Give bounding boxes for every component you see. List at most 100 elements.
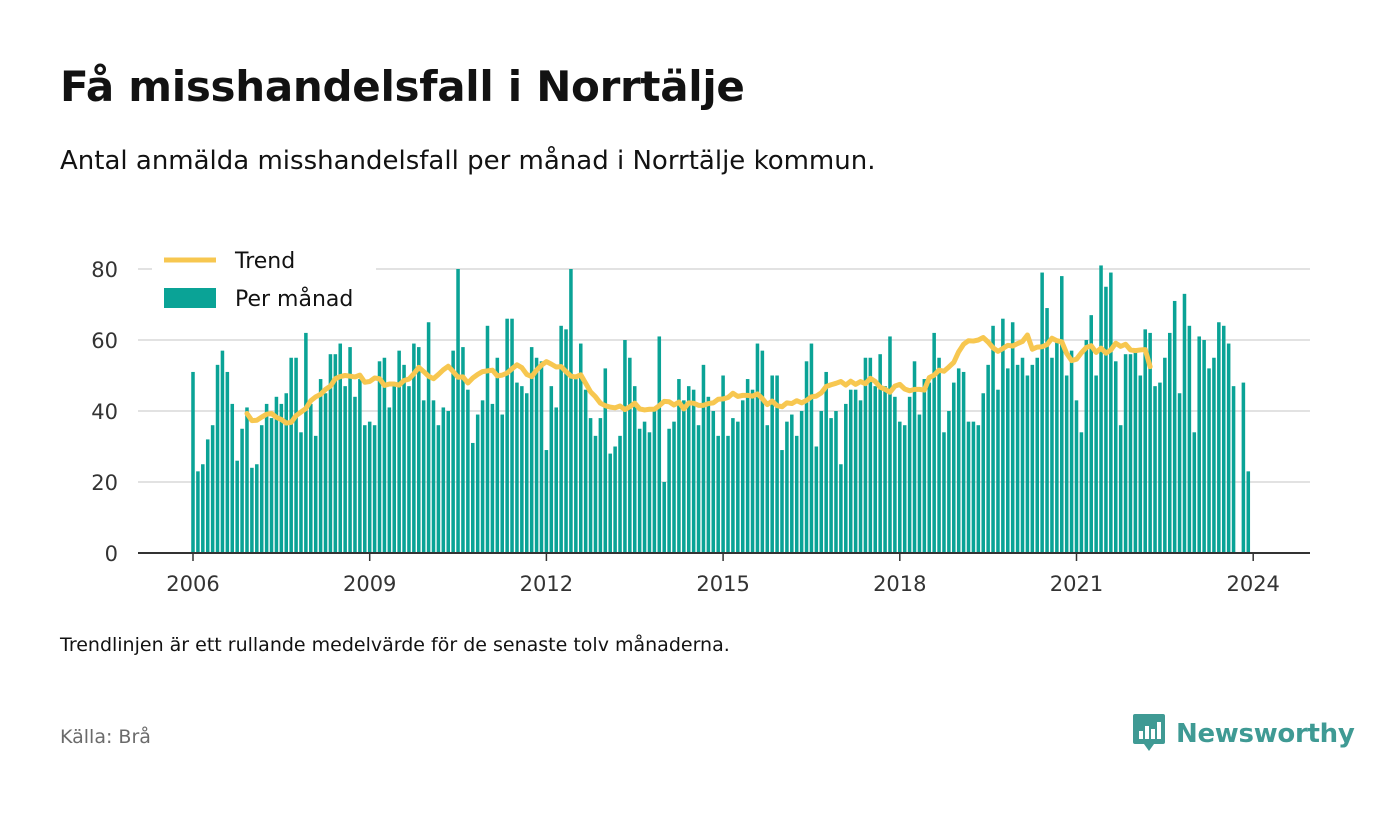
bar	[858, 400, 863, 553]
bar	[235, 460, 239, 553]
bar	[642, 421, 647, 553]
bar	[363, 425, 367, 553]
trend-series	[244, 332, 1153, 426]
bar	[686, 386, 691, 553]
bar	[804, 361, 809, 553]
y-tick-label: 60	[91, 329, 118, 353]
bar	[706, 396, 711, 553]
bar	[1030, 364, 1035, 553]
bar	[1020, 357, 1025, 553]
bar	[588, 418, 593, 553]
bar	[966, 421, 971, 553]
chart-note: Trendlinjen är ett rullande medelvärde f…	[60, 634, 730, 656]
bar	[1163, 357, 1167, 553]
bar	[1177, 393, 1182, 553]
bar	[392, 382, 396, 553]
legend: Trend Per månad	[152, 242, 376, 322]
bar	[1143, 329, 1147, 553]
x-tick-label: 2021	[1050, 572, 1103, 596]
bar	[775, 375, 779, 553]
bar	[230, 403, 235, 553]
bar	[1123, 354, 1128, 553]
bar	[726, 435, 730, 553]
bar	[475, 414, 480, 553]
y-tick-label: 20	[91, 471, 118, 495]
bar	[917, 414, 922, 553]
bar	[927, 382, 932, 553]
bar	[1153, 386, 1157, 553]
bar	[436, 425, 441, 553]
bar	[1010, 322, 1015, 553]
bar	[412, 343, 416, 553]
bar	[255, 464, 259, 553]
bar	[844, 403, 848, 553]
bar	[1226, 343, 1231, 553]
bar	[799, 411, 804, 553]
bar	[407, 386, 411, 553]
bar	[608, 453, 612, 553]
legend-bars-label: Per månad	[235, 286, 353, 312]
source-credit: Källa: Brå	[60, 726, 151, 748]
bar	[539, 361, 544, 553]
bar	[480, 400, 485, 553]
bar	[1089, 315, 1093, 553]
bar	[397, 350, 401, 553]
x-tick-label: 2015	[696, 572, 749, 596]
bar	[323, 393, 328, 553]
brand-logo[interactable]: Newsworthy	[1132, 712, 1355, 756]
bar	[196, 471, 200, 553]
bar	[318, 379, 323, 553]
bar	[1217, 322, 1221, 553]
bar	[1006, 368, 1010, 553]
bar	[829, 418, 833, 553]
bar	[1138, 375, 1143, 553]
bar	[647, 432, 652, 553]
bar	[996, 389, 1000, 553]
bar	[809, 343, 814, 553]
bar	[1099, 265, 1103, 553]
bar	[515, 382, 519, 553]
bar	[711, 411, 716, 553]
bar	[1207, 368, 1211, 553]
bar	[1055, 340, 1059, 553]
legend-background	[152, 242, 376, 322]
bar	[691, 389, 696, 553]
bar	[824, 371, 828, 553]
bar	[490, 403, 495, 553]
y-axis-ticks: 0 20 40 60 80	[91, 258, 118, 566]
bar	[578, 343, 583, 553]
bar	[937, 357, 941, 553]
bar	[1167, 332, 1172, 553]
bar	[677, 379, 681, 553]
bar	[304, 332, 308, 553]
bar	[907, 396, 912, 553]
bar	[716, 435, 720, 553]
bar	[878, 354, 882, 553]
bar	[220, 350, 225, 553]
bar	[952, 382, 956, 553]
bar	[451, 350, 455, 553]
bar	[986, 364, 990, 553]
bar	[794, 435, 799, 553]
x-tick-label: 2012	[520, 572, 573, 596]
bar	[893, 396, 897, 553]
bar	[1015, 364, 1020, 553]
bar	[981, 393, 985, 553]
bar	[1094, 375, 1098, 553]
bar	[274, 396, 279, 553]
bar	[672, 421, 676, 553]
bar	[534, 357, 539, 553]
bar	[1202, 340, 1206, 553]
bar	[1197, 336, 1201, 553]
bar	[1241, 382, 1246, 553]
bar	[628, 357, 632, 553]
bar	[1025, 375, 1030, 553]
x-tick-label: 2024	[1226, 572, 1279, 596]
bar	[912, 361, 917, 553]
bar	[402, 364, 406, 553]
bar	[1246, 471, 1251, 553]
bar	[1128, 354, 1133, 553]
bar	[902, 425, 907, 553]
bar	[632, 386, 637, 553]
bar	[289, 357, 293, 553]
